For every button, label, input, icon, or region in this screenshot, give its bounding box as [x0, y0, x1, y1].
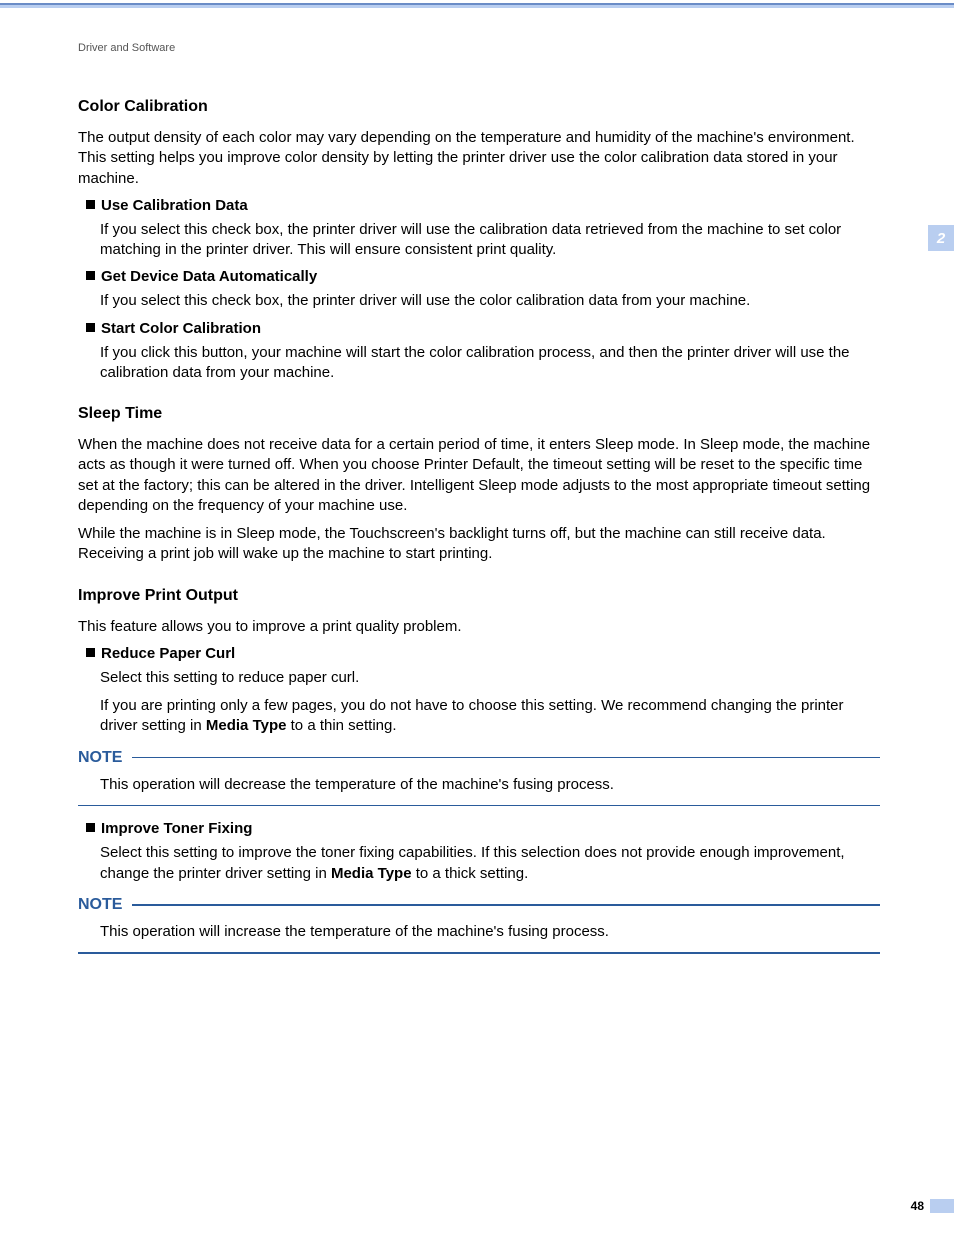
bullet-item: Get Device Data Automatically If you sel… — [78, 268, 880, 311]
text-run: to a thin setting. — [286, 717, 396, 734]
page-content: Driver and Software Color Calibration Th… — [0, 8, 954, 954]
page-footer: 48 — [911, 1199, 954, 1213]
breadcrumb: Driver and Software — [78, 42, 880, 54]
bullet-title: Use Calibration Data — [101, 197, 248, 214]
note-rule — [132, 904, 880, 906]
footer-tab — [930, 1199, 954, 1213]
square-bullet-icon — [86, 200, 95, 209]
paragraph: When the machine does not receive data f… — [78, 435, 880, 516]
note-rule — [132, 757, 880, 759]
paragraph: While the machine is in Sleep mode, the … — [78, 524, 880, 565]
bullet-body: If you are printing only a few pages, yo… — [100, 696, 880, 737]
bullet-body: If you click this button, your machine w… — [100, 343, 880, 384]
page-top-rule — [0, 3, 954, 5]
bullet-heading: Start Color Calibration — [86, 320, 880, 337]
note-block: NOTE This operation will increase the te… — [78, 896, 880, 954]
text-bold: Media Type — [331, 865, 412, 882]
bullet-title: Reduce Paper Curl — [101, 645, 235, 662]
paragraph: The output density of each color may var… — [78, 128, 880, 189]
page-number: 48 — [911, 1199, 924, 1213]
square-bullet-icon — [86, 271, 95, 280]
bullet-body: If you select this check box, the printe… — [100, 291, 880, 311]
bullet-body: Select this setting to improve the toner… — [100, 843, 880, 884]
note-label: NOTE — [78, 896, 122, 914]
bullet-body: Select this setting to reduce paper curl… — [100, 668, 880, 688]
bullet-item: Use Calibration Data If you select this … — [78, 197, 880, 261]
heading-color-calibration: Color Calibration — [78, 98, 880, 116]
bullet-heading: Reduce Paper Curl — [86, 645, 880, 662]
bullet-heading: Get Device Data Automatically — [86, 268, 880, 285]
note-body: This operation will increase the tempera… — [100, 922, 880, 942]
heading-improve-print-output: Improve Print Output — [78, 587, 880, 605]
square-bullet-icon — [86, 823, 95, 832]
note-label: NOTE — [78, 749, 122, 767]
chapter-side-tab: 2 — [928, 225, 954, 251]
bullet-title: Get Device Data Automatically — [101, 268, 317, 285]
note-header: NOTE — [78, 896, 880, 914]
bullet-heading: Use Calibration Data — [86, 197, 880, 214]
bullet-item: Reduce Paper Curl Select this setting to… — [78, 645, 880, 737]
bullet-heading: Improve Toner Fixing — [86, 820, 880, 837]
paragraph: This feature allows you to improve a pri… — [78, 617, 880, 637]
heading-sleep-time: Sleep Time — [78, 405, 880, 423]
bullet-title: Improve Toner Fixing — [101, 820, 252, 837]
text-bold: Media Type — [206, 717, 287, 734]
bullet-body: If you select this check box, the printe… — [100, 220, 880, 261]
note-rule — [78, 805, 880, 807]
bullet-item: Improve Toner Fixing Select this setting… — [78, 820, 880, 884]
square-bullet-icon — [86, 648, 95, 657]
note-header: NOTE — [78, 749, 880, 767]
note-rule — [78, 952, 880, 954]
square-bullet-icon — [86, 323, 95, 332]
note-block: NOTE This operation will decrease the te… — [78, 749, 880, 807]
note-body: This operation will decrease the tempera… — [100, 775, 880, 795]
text-run: to a thick setting. — [412, 865, 529, 882]
bullet-item: Start Color Calibration If you click thi… — [78, 320, 880, 384]
bullet-title: Start Color Calibration — [101, 320, 261, 337]
